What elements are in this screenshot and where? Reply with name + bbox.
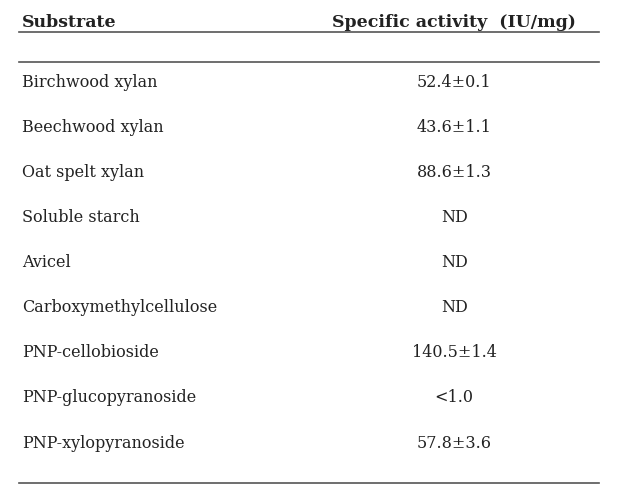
Text: 88.6±1.3: 88.6±1.3 <box>417 164 492 181</box>
Text: Beechwood xylan: Beechwood xylan <box>22 119 163 136</box>
Text: PNP-cellobioside: PNP-cellobioside <box>22 345 158 361</box>
Text: <1.0: <1.0 <box>434 390 474 406</box>
Text: PNP-xylopyranoside: PNP-xylopyranoside <box>22 435 184 451</box>
Text: ND: ND <box>441 254 468 271</box>
Text: ND: ND <box>441 209 468 226</box>
Text: Specific activity  (IU/mg): Specific activity (IU/mg) <box>332 14 576 31</box>
Text: ND: ND <box>441 299 468 316</box>
Text: 140.5±1.4: 140.5±1.4 <box>412 345 497 361</box>
Text: 43.6±1.1: 43.6±1.1 <box>417 119 492 136</box>
Text: 52.4±0.1: 52.4±0.1 <box>417 74 491 91</box>
Text: PNP-glucopyranoside: PNP-glucopyranoside <box>22 390 196 406</box>
Text: Soluble starch: Soluble starch <box>22 209 140 226</box>
Text: Carboxymethylcellulose: Carboxymethylcellulose <box>22 299 217 316</box>
Text: Avicel: Avicel <box>22 254 70 271</box>
Text: 57.8±3.6: 57.8±3.6 <box>417 435 492 451</box>
Text: Substrate: Substrate <box>22 14 116 31</box>
Text: Birchwood xylan: Birchwood xylan <box>22 74 157 91</box>
Text: Oat spelt xylan: Oat spelt xylan <box>22 164 144 181</box>
